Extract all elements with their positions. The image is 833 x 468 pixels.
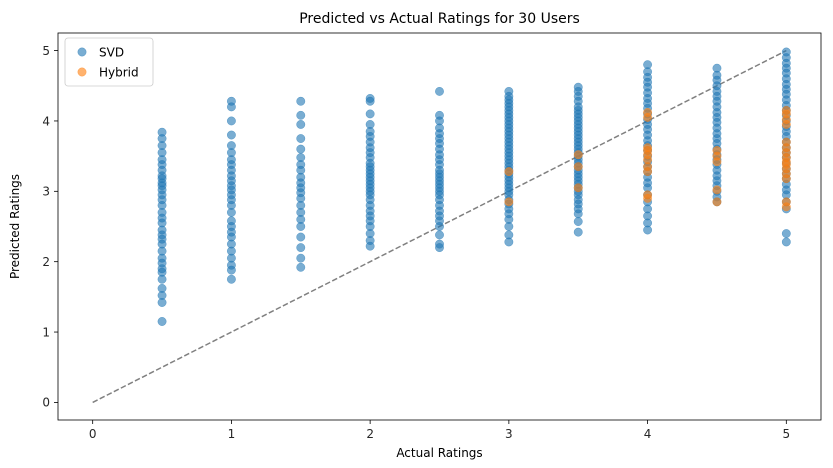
legend-marker-svd — [77, 47, 87, 57]
point-hybrid — [643, 143, 653, 153]
y-tick-label: 3 — [42, 185, 50, 199]
y-axis: 0 1 2 3 4 5 — [42, 44, 58, 410]
x-tick-label: 0 — [89, 427, 97, 441]
point-hybrid — [781, 137, 791, 147]
x-tick-label: 5 — [782, 427, 790, 441]
point-svd — [643, 60, 653, 70]
point-svd — [296, 134, 306, 144]
point-svd — [365, 93, 375, 103]
point-svd — [226, 141, 236, 151]
point-hybrid — [781, 197, 791, 207]
x-tick-label: 1 — [228, 427, 236, 441]
x-axis: 0 1 2 3 4 5 — [89, 420, 790, 441]
y-tick-label: 4 — [42, 114, 50, 128]
point-hybrid — [643, 108, 653, 117]
point-svd — [296, 253, 306, 263]
point-svd — [435, 110, 444, 120]
point-hybrid — [504, 197, 514, 207]
point-svd — [296, 120, 306, 129]
point-svd — [573, 82, 583, 92]
point-svd — [296, 144, 306, 154]
series-hybrid — [504, 105, 791, 212]
point-svd — [296, 262, 306, 272]
point-svd — [435, 239, 444, 249]
y-axis-title: Predicted Ratings — [8, 174, 22, 279]
x-axis-title: Actual Ratings — [396, 446, 482, 460]
x-tick-label: 4 — [644, 427, 652, 441]
series-svd — [157, 47, 791, 326]
point-svd — [504, 230, 514, 240]
point-hybrid — [712, 197, 722, 207]
plot-area — [92, 47, 791, 404]
y-tick-label: 1 — [42, 325, 50, 339]
point-hybrid — [504, 167, 514, 177]
point-hybrid — [573, 150, 583, 160]
point-svd — [226, 116, 236, 126]
point-svd — [504, 86, 514, 96]
point-svd — [573, 217, 583, 227]
point-svd — [157, 127, 167, 137]
x-tick-label: 3 — [505, 427, 513, 441]
point-hybrid — [781, 105, 791, 115]
y-tick-label: 0 — [42, 396, 50, 410]
legend-label-hybrid: Hybrid — [99, 65, 139, 79]
point-svd — [226, 130, 236, 140]
point-svd — [226, 96, 236, 106]
axes-frame — [57, 32, 822, 421]
point-svd — [296, 110, 306, 120]
legend-box — [64, 37, 154, 87]
y-tick-label: 5 — [42, 44, 50, 58]
point-svd — [296, 232, 306, 242]
point-svd — [781, 47, 791, 57]
point-hybrid — [573, 162, 583, 172]
legend-label-svd: SVD — [99, 45, 124, 59]
y-tick-label: 2 — [42, 255, 50, 269]
point-hybrid — [643, 190, 653, 200]
point-svd — [435, 230, 444, 240]
point-svd — [365, 120, 375, 129]
x-tick-label: 2 — [366, 427, 374, 441]
point-svd — [296, 153, 306, 162]
chart-title: Predicted vs Actual Ratings for 30 Users — [299, 11, 580, 27]
point-svd — [226, 274, 236, 284]
point-svd — [226, 216, 236, 226]
point-svd — [712, 63, 722, 73]
point-svd — [573, 227, 583, 237]
point-hybrid — [573, 183, 583, 193]
point-hybrid — [712, 146, 722, 155]
point-svd — [157, 283, 167, 293]
legend-marker-hybrid — [77, 67, 87, 77]
point-svd — [296, 96, 306, 106]
point-hybrid — [712, 185, 722, 195]
point-svd — [157, 317, 167, 326]
point-svd — [781, 237, 791, 247]
legend: SVD Hybrid — [64, 37, 154, 87]
point-svd — [435, 86, 444, 96]
point-svd — [296, 243, 306, 253]
point-svd — [781, 229, 791, 238]
point-svd — [365, 109, 375, 119]
